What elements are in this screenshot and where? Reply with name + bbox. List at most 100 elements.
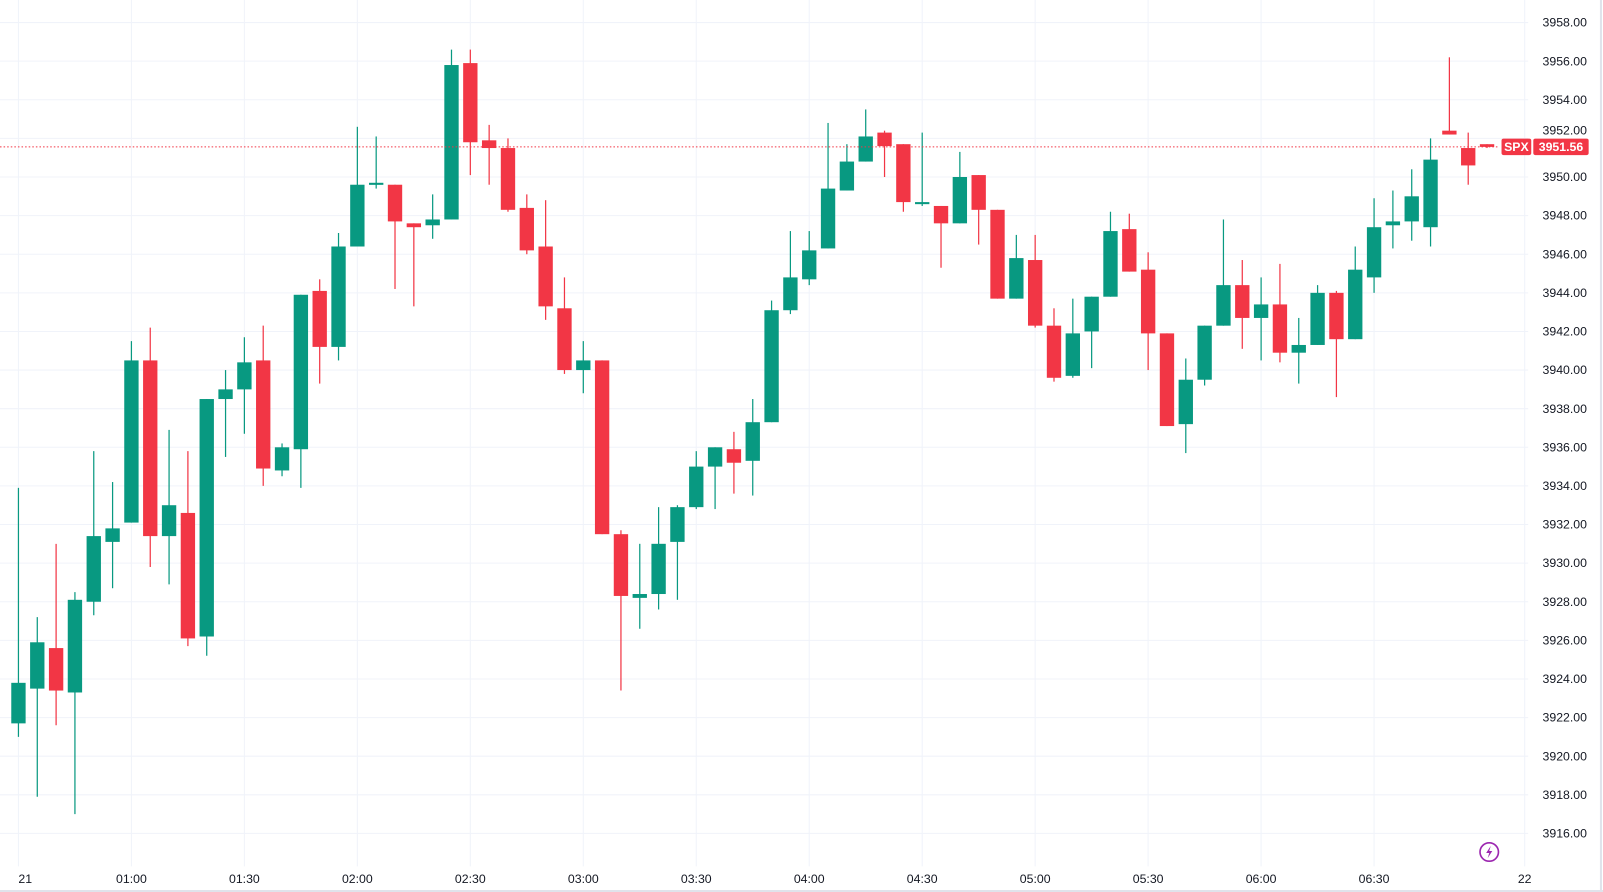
candle-body	[1122, 229, 1137, 272]
time-tick-label: 02:00	[342, 872, 373, 886]
symbol-badge	[1501, 138, 1532, 156]
price-tick-label: 3956.00	[1543, 54, 1588, 68]
candle	[783, 231, 798, 315]
candle	[1103, 211, 1118, 297]
candle-body	[839, 161, 855, 191]
candle-body	[519, 207, 534, 251]
candle	[1404, 169, 1419, 241]
candle-body	[1065, 333, 1080, 376]
candle	[933, 205, 949, 268]
price-tick-label: 3940.00	[1543, 363, 1588, 377]
candle-body	[877, 132, 892, 147]
candle-body	[858, 136, 873, 162]
last-price-marker: SPX 3951.56	[0, 138, 1589, 156]
candle	[877, 130, 892, 178]
candle-body	[689, 466, 704, 508]
candle	[1084, 296, 1099, 369]
candle-body	[500, 148, 516, 210]
candle-body	[350, 184, 365, 247]
candle	[161, 429, 177, 585]
price-tick-label: 3916.00	[1543, 827, 1588, 841]
candle	[48, 543, 64, 726]
candle-body	[1442, 130, 1457, 135]
price-axis[interactable]: 3958.00 3956.00 3954.00 3952.00 3950.00 3948.…	[1543, 16, 1588, 841]
candle-body	[143, 360, 158, 537]
candle	[199, 399, 214, 656]
candle	[952, 151, 968, 224]
candle-body	[1178, 379, 1193, 425]
price-tick-label: 3924.00	[1543, 672, 1588, 686]
candle	[463, 49, 478, 176]
candle	[1009, 234, 1024, 299]
candle	[218, 370, 233, 457]
candle	[1140, 252, 1156, 371]
candle	[990, 209, 1005, 299]
candle-body	[1272, 304, 1288, 353]
candle	[1366, 198, 1382, 293]
candle-body	[971, 175, 986, 210]
candle	[425, 194, 440, 239]
candle-body	[557, 308, 572, 371]
candle-body	[1404, 196, 1419, 222]
candle-body	[1216, 285, 1231, 326]
candle	[632, 543, 647, 629]
candle-body	[444, 65, 459, 220]
candle	[1385, 190, 1401, 249]
price-tick-label: 3954.00	[1543, 93, 1588, 107]
candle	[1027, 234, 1043, 328]
candle-body	[1385, 221, 1401, 226]
candle-body	[463, 63, 478, 143]
candle	[350, 126, 365, 247]
candle	[538, 200, 553, 320]
flash-icon[interactable]	[1479, 841, 1500, 863]
candle-body	[726, 449, 742, 463]
candle	[1065, 298, 1080, 378]
candle	[1348, 246, 1363, 340]
candle-body	[896, 144, 911, 203]
candle	[1272, 263, 1288, 363]
time-tick-label: 01:30	[229, 872, 260, 886]
candle-body	[707, 447, 723, 467]
candle-body	[1027, 260, 1043, 326]
candle-body	[538, 246, 553, 307]
candle-body	[199, 399, 214, 637]
candle	[1479, 144, 1495, 149]
candle	[1197, 325, 1212, 386]
candle	[1310, 285, 1325, 345]
price-tick-label: 3922.00	[1543, 711, 1588, 725]
candle	[387, 184, 403, 289]
candle	[1442, 57, 1457, 135]
candle-body	[1366, 227, 1382, 278]
time-tick-label: 22	[1518, 872, 1532, 886]
candle	[30, 617, 45, 797]
candle	[1291, 317, 1306, 384]
candle-body	[1084, 296, 1099, 332]
candle	[1235, 260, 1250, 349]
price-tick-label: 3918.00	[1543, 788, 1588, 802]
candle	[1461, 132, 1476, 185]
candle	[256, 325, 271, 486]
candle	[820, 122, 836, 249]
candle	[237, 337, 252, 434]
candle	[764, 300, 779, 423]
candle-body	[1159, 333, 1175, 427]
candle	[444, 49, 459, 220]
time-axis[interactable]: 21 01:00 01:30 02:00 02:30 03:00 03:30 04:00 04:…	[18, 872, 1531, 886]
candle	[369, 136, 384, 189]
candle-body	[613, 534, 629, 596]
time-tick-label: 04:00	[794, 872, 825, 886]
candle-body	[802, 250, 817, 280]
time-tick-label: 05:30	[1133, 872, 1164, 886]
candle-body	[1310, 292, 1325, 345]
candle	[896, 144, 911, 212]
candle-body	[1291, 344, 1306, 353]
time-tick-label: 05:00	[1020, 872, 1051, 886]
candle	[500, 138, 516, 212]
price-tick-label: 3944.00	[1543, 286, 1588, 300]
candle-body	[124, 360, 139, 523]
candle-body	[425, 219, 440, 226]
grid	[0, 0, 1529, 867]
candle-body	[783, 277, 798, 311]
candle	[839, 144, 855, 191]
